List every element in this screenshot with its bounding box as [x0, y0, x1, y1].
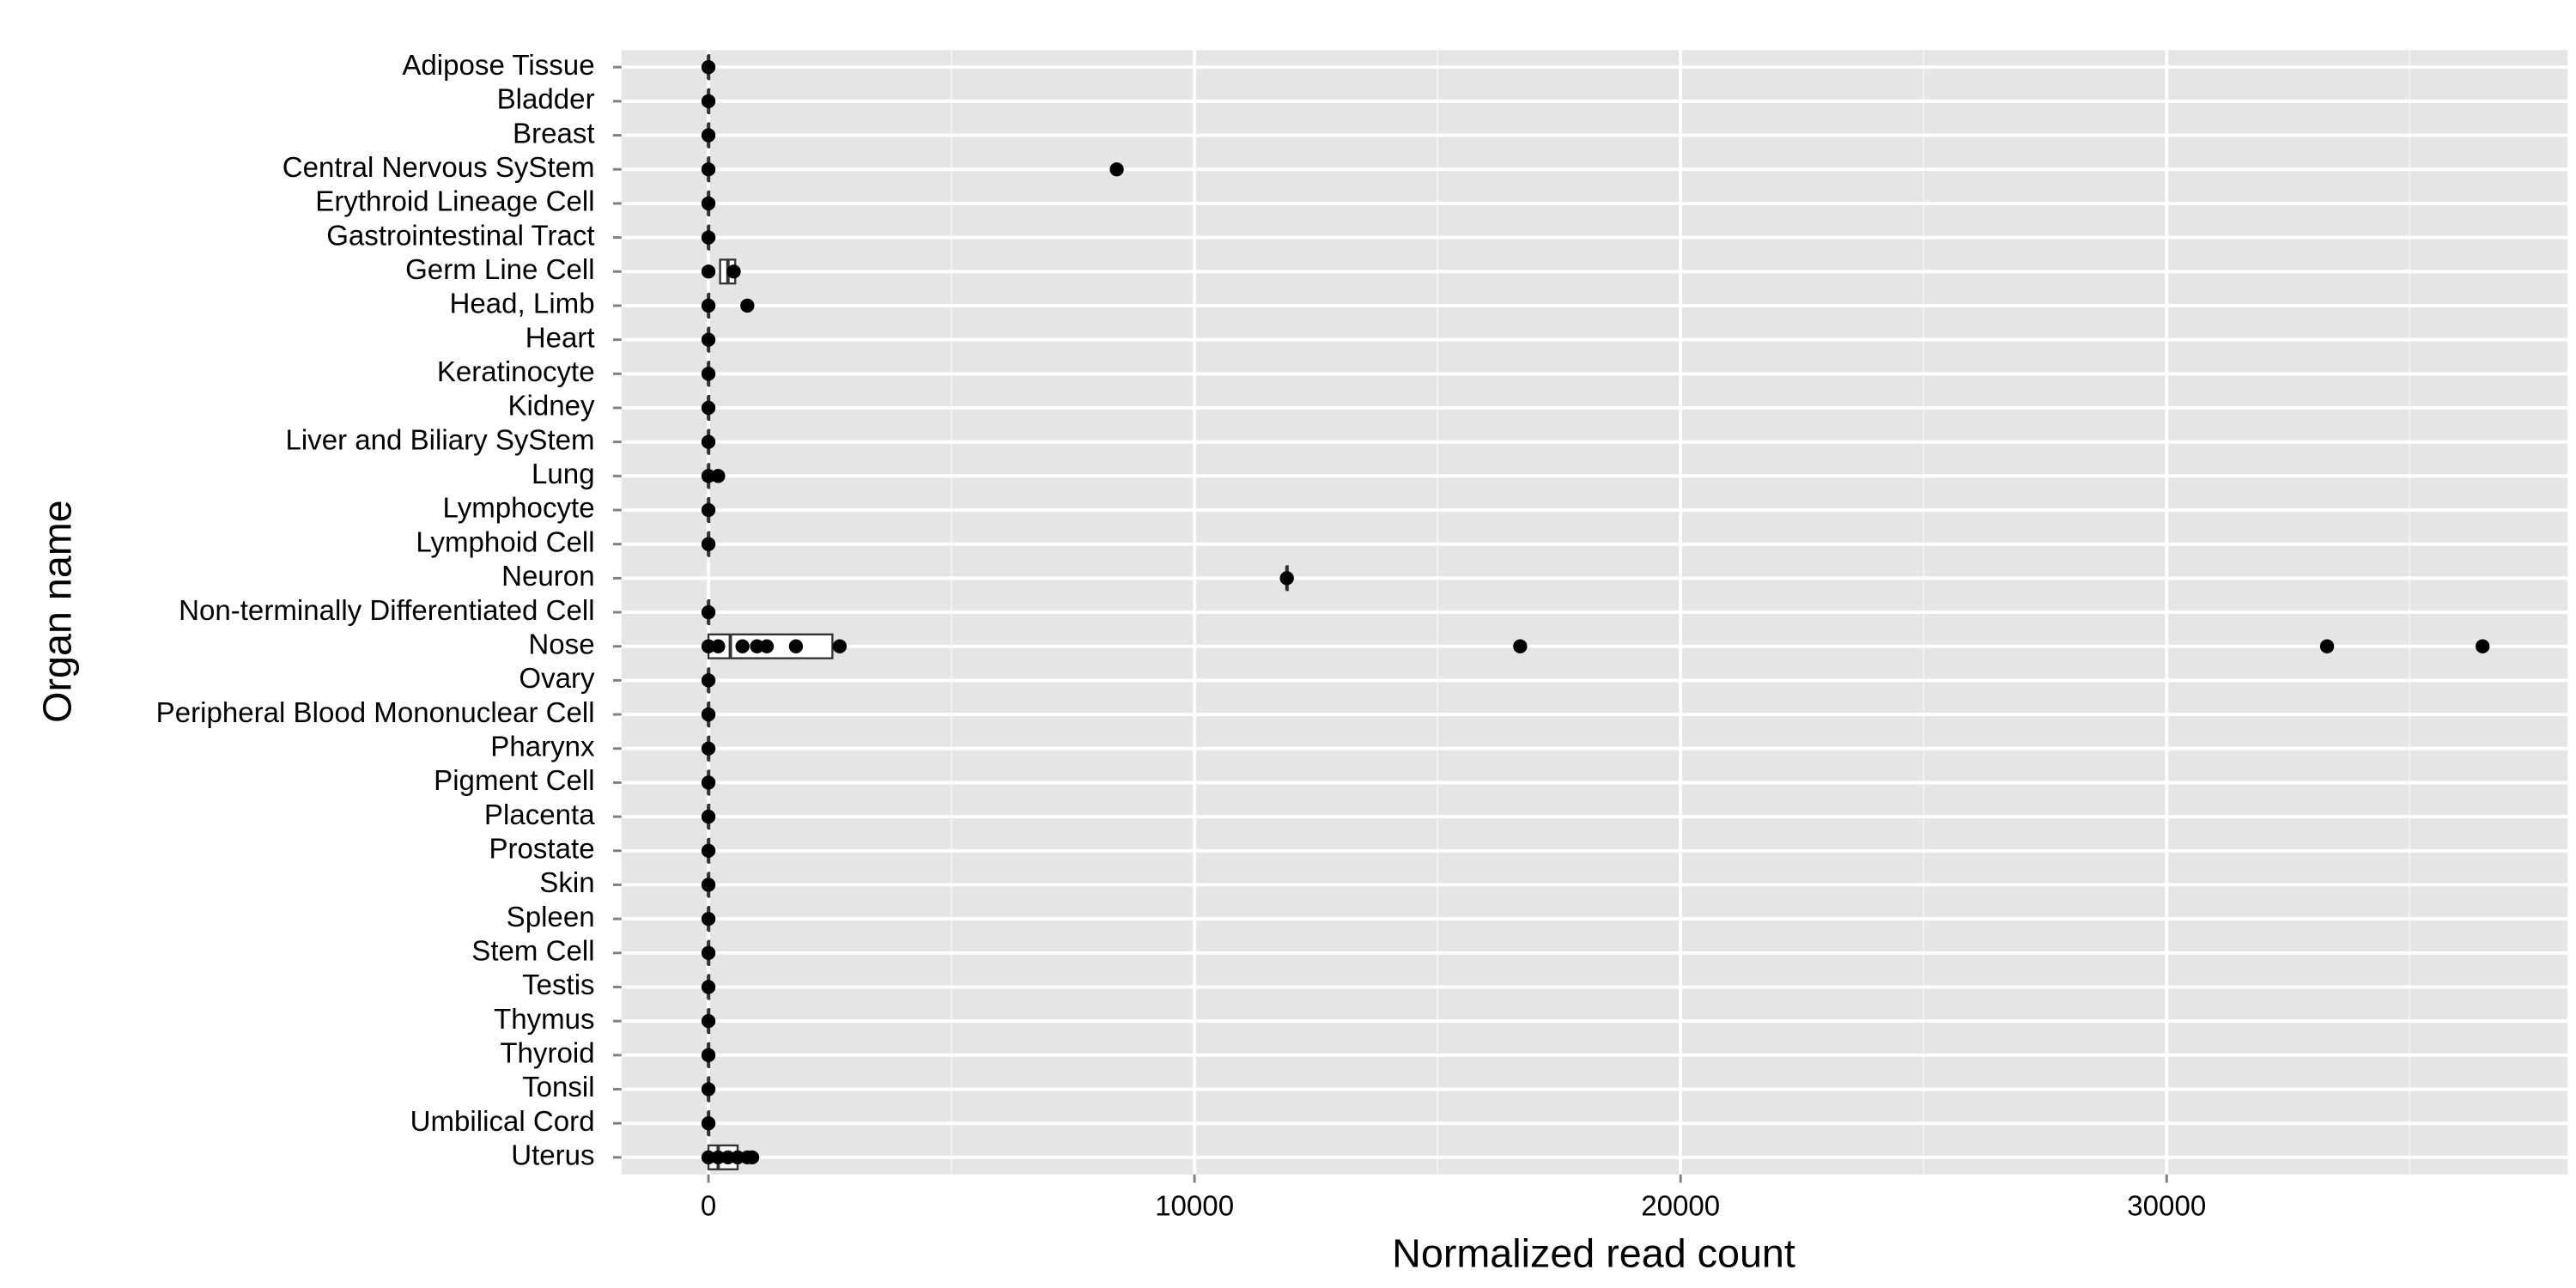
x-tick-label: 0 — [701, 1190, 716, 1222]
point — [726, 264, 741, 279]
point — [701, 878, 716, 892]
point — [1513, 639, 1528, 653]
y-tick-label: Gastrointestinal Tract — [326, 220, 594, 252]
point — [735, 639, 750, 653]
point — [711, 1150, 726, 1165]
point — [744, 1150, 760, 1165]
point — [701, 673, 716, 688]
point — [701, 264, 716, 279]
y-tick-label: Liver and Biliary SyStem — [285, 424, 594, 456]
x-tick-label: 30000 — [2127, 1190, 2206, 1222]
y-tick-label: Keratinocyte — [437, 356, 595, 388]
point — [701, 298, 716, 313]
y-tick-label: Tonsil — [522, 1072, 595, 1103]
point — [2476, 639, 2490, 653]
y-tick-label: Testis — [522, 969, 595, 1001]
y-tick-label: Spleen — [507, 902, 595, 933]
y-tick-label: Neuron — [501, 561, 594, 592]
point — [701, 980, 716, 994]
point — [701, 707, 716, 722]
y-tick-label: Bladder — [497, 84, 595, 116]
y-tick-label: Heart — [526, 322, 595, 354]
point — [701, 434, 716, 449]
point — [788, 639, 804, 653]
point — [701, 843, 716, 858]
y-tick-label: Erythroid Lineage Cell — [315, 186, 594, 218]
point — [701, 367, 716, 381]
y-tick-label: Peripheral Blood Mononuclear Cell — [156, 697, 595, 729]
point — [1109, 162, 1124, 177]
point — [701, 60, 716, 75]
y-tick-label: Germ Line Cell — [405, 254, 595, 286]
point — [701, 94, 716, 109]
point — [740, 298, 755, 313]
point — [701, 537, 716, 551]
point — [701, 639, 716, 653]
point — [701, 332, 716, 347]
y-tick-label: Lung — [532, 459, 595, 490]
y-tick-label: Pharynx — [490, 731, 595, 762]
point — [701, 1116, 716, 1131]
y-axis-title: Organ name — [34, 500, 79, 723]
point — [2319, 639, 2335, 653]
point — [720, 1150, 735, 1165]
point — [701, 911, 716, 927]
y-tick-label: Breast — [513, 118, 595, 149]
point — [701, 741, 716, 756]
y-tick-label: Pigment Cell — [434, 765, 594, 797]
point — [832, 639, 848, 653]
y-tick-label: Prostate — [489, 834, 594, 866]
point — [701, 605, 716, 620]
y-tick-label: Adipose Tissue — [402, 50, 594, 82]
y-tick-label: Non-terminally Differentiated Cell — [179, 595, 595, 627]
point — [701, 775, 716, 790]
point — [711, 639, 726, 653]
x-tick-label: 20000 — [1641, 1190, 1720, 1222]
y-tick-label: Thyroid — [500, 1038, 594, 1070]
point — [701, 809, 716, 824]
y-tick-label: Ovary — [519, 663, 595, 695]
point — [701, 1048, 716, 1063]
x-tick-label: 10000 — [1155, 1190, 1234, 1222]
y-tick-label: Nose — [528, 629, 594, 660]
point — [701, 128, 716, 143]
point — [701, 469, 716, 483]
point — [759, 639, 775, 653]
point — [701, 162, 716, 177]
point — [1279, 571, 1294, 586]
point — [711, 469, 726, 483]
y-tick-label: Placenta — [484, 799, 595, 831]
x-axis-title: Normalized read count — [1392, 1230, 1795, 1275]
y-tick-label: Thymus — [494, 1004, 595, 1036]
y-tick-label: Stem Cell — [471, 936, 594, 968]
point — [730, 1150, 745, 1165]
y-tick-label: Uterus — [511, 1140, 594, 1172]
point — [701, 230, 716, 245]
y-tick-label: Lymphocyte — [443, 493, 595, 525]
y-tick-label: Head, Limb — [450, 289, 595, 320]
y-tick-label: Central Nervous SyStem — [283, 152, 595, 184]
point — [701, 502, 716, 518]
point — [701, 945, 716, 960]
point — [701, 400, 716, 416]
y-tick-label: Umbilical Cord — [410, 1106, 595, 1138]
y-tick-label: Lymphoid Cell — [416, 526, 594, 558]
point — [701, 1150, 716, 1165]
point — [701, 1013, 716, 1029]
point — [701, 196, 716, 211]
point — [701, 1082, 716, 1097]
y-tick-label: Kidney — [508, 391, 596, 422]
point — [750, 639, 764, 653]
y-tick-label: Skin — [539, 867, 594, 899]
